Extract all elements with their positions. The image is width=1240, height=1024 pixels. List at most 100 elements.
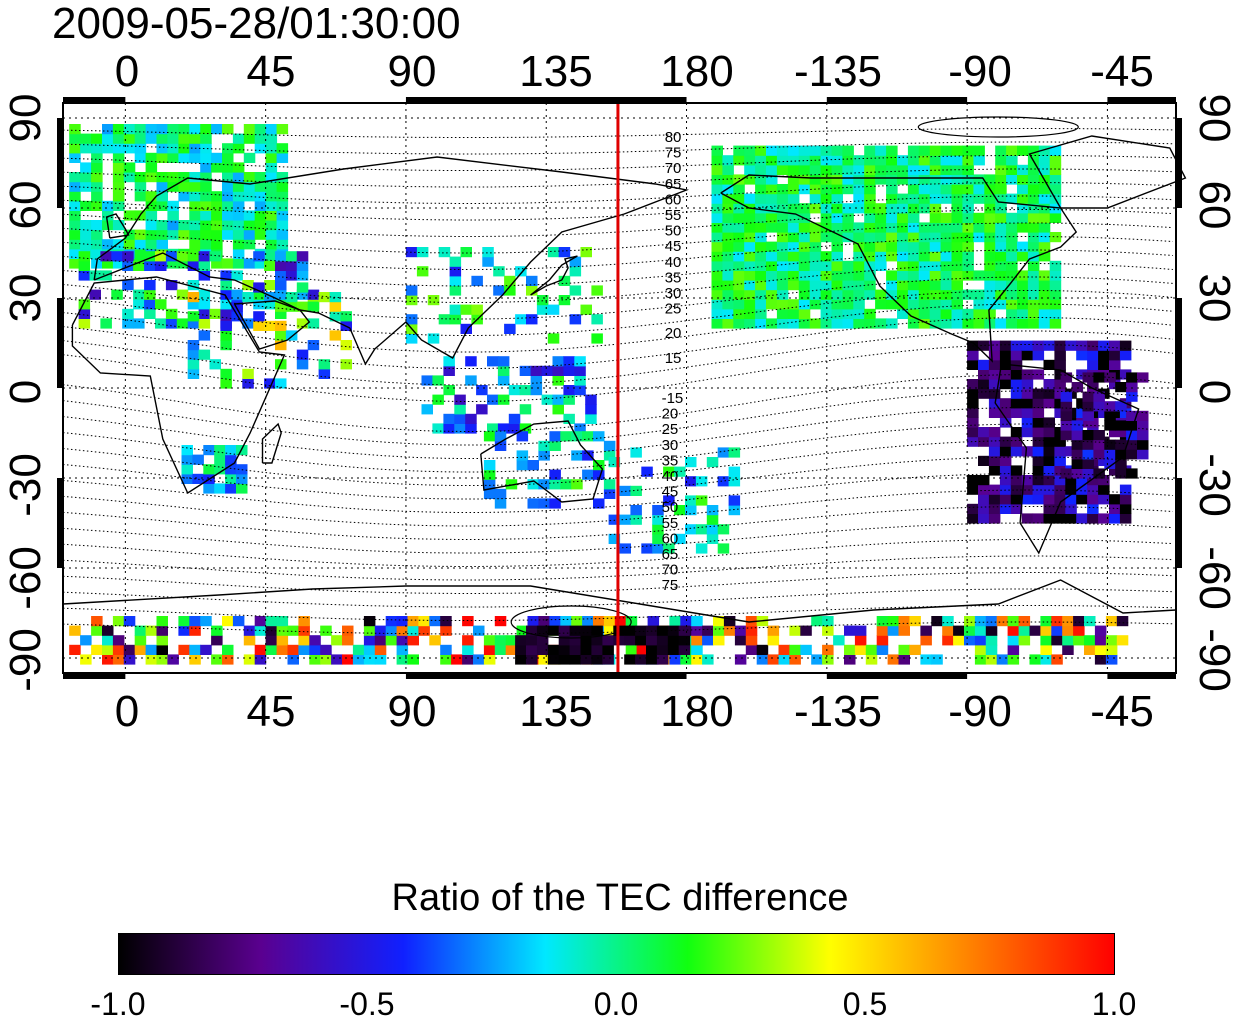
- tec-cell: [167, 172, 179, 183]
- tec-cell: [91, 239, 103, 250]
- tec-cell: [798, 318, 811, 329]
- tec-cell: [1073, 635, 1085, 646]
- tec-cell: [329, 301, 342, 312]
- tec-cell: [549, 431, 561, 442]
- tec-cell: [822, 625, 834, 636]
- contour-label: 30: [665, 285, 682, 302]
- tec-cell: [276, 625, 289, 636]
- tec-cell: [951, 212, 963, 223]
- tec-cell: [875, 174, 887, 185]
- tec-cell: [405, 285, 418, 296]
- tec-cell: [907, 241, 920, 252]
- tec-cell: [582, 431, 594, 442]
- tec-cell: [711, 299, 723, 310]
- tec-cell: [549, 498, 561, 509]
- tec-cell: [438, 247, 451, 258]
- top-lon-tick: 45: [246, 47, 296, 96]
- tec-cell: [558, 625, 571, 636]
- tec-cell: [1054, 388, 1066, 399]
- tec-cell: [1065, 340, 1077, 351]
- tec-cell: [978, 503, 990, 514]
- colorbar-tick: -0.5: [339, 986, 395, 1022]
- tec-cell: [886, 232, 898, 243]
- tec-cell: [918, 241, 931, 252]
- tec-cell: [396, 616, 409, 627]
- tec-cell: [178, 124, 190, 135]
- tec-cell: [776, 308, 789, 319]
- tec-cell: [853, 280, 865, 291]
- tec-cell: [886, 251, 898, 262]
- tec-cell: [918, 145, 931, 156]
- tec-cell: [1049, 212, 1062, 223]
- left-scale-bar: [57, 298, 62, 388]
- tec-cell: [187, 280, 200, 291]
- colorbar-tick: -1.0: [90, 986, 146, 1022]
- tec-cell: [465, 356, 477, 367]
- tec-cell: [691, 644, 703, 655]
- tec-cell: [809, 251, 822, 262]
- tec-cell: [1043, 455, 1055, 466]
- madagascar-coastline: [261, 422, 282, 464]
- tec-cell: [996, 616, 1009, 627]
- tec-cell: [897, 280, 909, 291]
- tec-cell: [733, 289, 745, 300]
- tec-cell: [973, 299, 985, 310]
- tec-cell: [69, 152, 81, 163]
- tec-cell: [1006, 155, 1018, 166]
- tec-cell: [722, 289, 734, 300]
- tec-cell: [1071, 449, 1084, 460]
- tec-cell: [1027, 318, 1040, 329]
- tec-cell: [396, 635, 409, 646]
- contour-line: [62, 168, 1173, 188]
- tec-cell: [717, 543, 730, 554]
- tec-cell: [1021, 407, 1034, 418]
- tec-cell: [918, 318, 931, 329]
- tec-cell: [1054, 398, 1066, 409]
- tec-cell: [652, 524, 664, 535]
- contour-line: [62, 605, 1173, 621]
- tec-cell: [695, 495, 708, 506]
- bottom-lon-tick: -45: [1090, 687, 1154, 736]
- tec-cell: [460, 247, 472, 258]
- tec-cell: [264, 292, 276, 303]
- tec-cell: [558, 644, 571, 655]
- tec-cell: [591, 314, 603, 325]
- tec-cell: [1049, 155, 1062, 166]
- tec-cell: [1049, 232, 1062, 243]
- tec-cell: [1032, 407, 1045, 418]
- tec-cell: [999, 494, 1012, 505]
- tec-cell: [853, 299, 865, 310]
- tec-cell: [1094, 635, 1107, 646]
- tec-cell: [189, 133, 201, 144]
- tec-cell: [112, 133, 125, 144]
- tec-cell: [722, 232, 734, 243]
- tec-cell: [189, 644, 201, 655]
- tec-cell: [265, 200, 278, 211]
- tec-cell: [225, 464, 237, 475]
- tec-cell: [744, 260, 756, 271]
- tec-cell: [995, 318, 1007, 329]
- tec-cell: [951, 193, 963, 204]
- tec-cell: [405, 333, 418, 344]
- tec-cell: [232, 191, 245, 202]
- tec-cell: [102, 133, 114, 144]
- tec-cell: [1051, 616, 1063, 627]
- tec-cell: [473, 625, 485, 636]
- tec-cell: [253, 320, 265, 331]
- tec-cell: [582, 469, 594, 480]
- tec-cell: [886, 280, 898, 291]
- tec-cell: [187, 349, 200, 360]
- tec-cell: [641, 466, 653, 477]
- tec-cell: [1115, 439, 1127, 450]
- tec-cell: [405, 295, 418, 306]
- tec-cell: [438, 314, 451, 325]
- tec-cell: [443, 413, 455, 424]
- tec-cell: [460, 304, 472, 315]
- tec-cell: [755, 145, 767, 156]
- tec-cell: [1006, 145, 1018, 156]
- tec-cell: [875, 318, 887, 329]
- tec-cell: [831, 318, 843, 329]
- tec-cell: [418, 625, 430, 636]
- tec-cell: [624, 654, 636, 665]
- britain-coastline: [105, 213, 130, 239]
